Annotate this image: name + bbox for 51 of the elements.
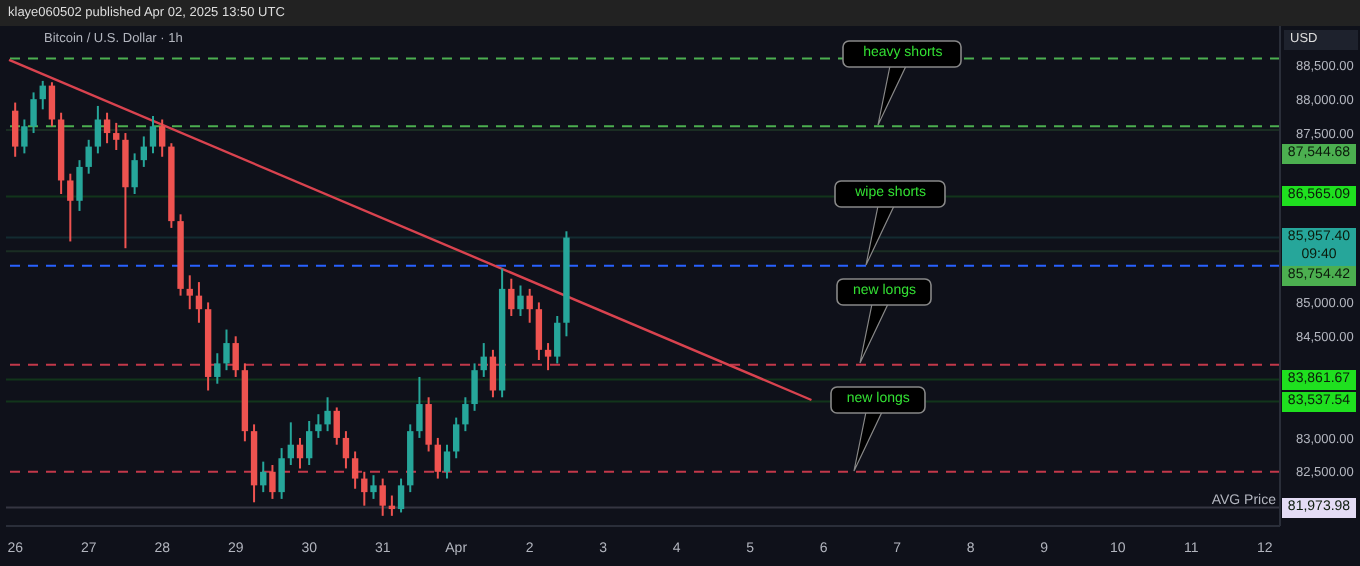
candlestick: [324, 396, 331, 433]
candlestick: [315, 413, 322, 439]
candlestick: [452, 416, 460, 460]
candlestick: [223, 328, 230, 372]
candlestick: [140, 135, 148, 168]
candlestick: [11, 101, 19, 158]
candlestick: [131, 152, 138, 196]
candlestick: [94, 104, 102, 155]
candlestick: [489, 348, 497, 399]
candlestick: [443, 443, 451, 480]
candlestick: [480, 342, 487, 378]
candlestick: [305, 419, 313, 467]
candlestick: [287, 421, 295, 467]
candlestick: [462, 396, 469, 433]
candlestick: [544, 342, 552, 372]
candlestick: [296, 436, 304, 470]
candlestick: [67, 172, 74, 243]
candlestick: [397, 477, 405, 514]
candlestick: [21, 118, 28, 155]
candlestick: [434, 436, 442, 480]
candlestick: [232, 335, 239, 378]
candlestick: [278, 447, 285, 500]
candlestick: [186, 274, 193, 311]
candlestick: [508, 277, 515, 317]
candlestick: [333, 406, 340, 446]
candlestick: [260, 460, 267, 494]
candlestick: [269, 464, 276, 500]
candlestick: [103, 111, 111, 145]
candlestick: [85, 138, 92, 175]
candlestick: [113, 121, 120, 151]
candlestick: [342, 430, 350, 470]
candlestick: [351, 450, 359, 490]
candlestick: [361, 470, 368, 507]
candlestick: [554, 314, 561, 365]
candlestick: [370, 474, 377, 500]
candlestick: [416, 375, 423, 439]
candlestick: [48, 81, 56, 128]
candlestick: [158, 118, 166, 158]
candlestick: [195, 281, 203, 324]
candlestick: [471, 362, 478, 412]
candlestick: [425, 396, 432, 453]
candlestick: [76, 159, 83, 212]
candlestick: [39, 79, 46, 111]
candlestick: [379, 477, 386, 517]
candlestick: [535, 301, 543, 362]
candlestick: [214, 352, 221, 385]
candlestick: [122, 132, 129, 250]
candlestick: [149, 115, 157, 155]
candlestick: [517, 284, 524, 317]
candlestick: [30, 91, 37, 135]
candlestick: [526, 287, 533, 324]
